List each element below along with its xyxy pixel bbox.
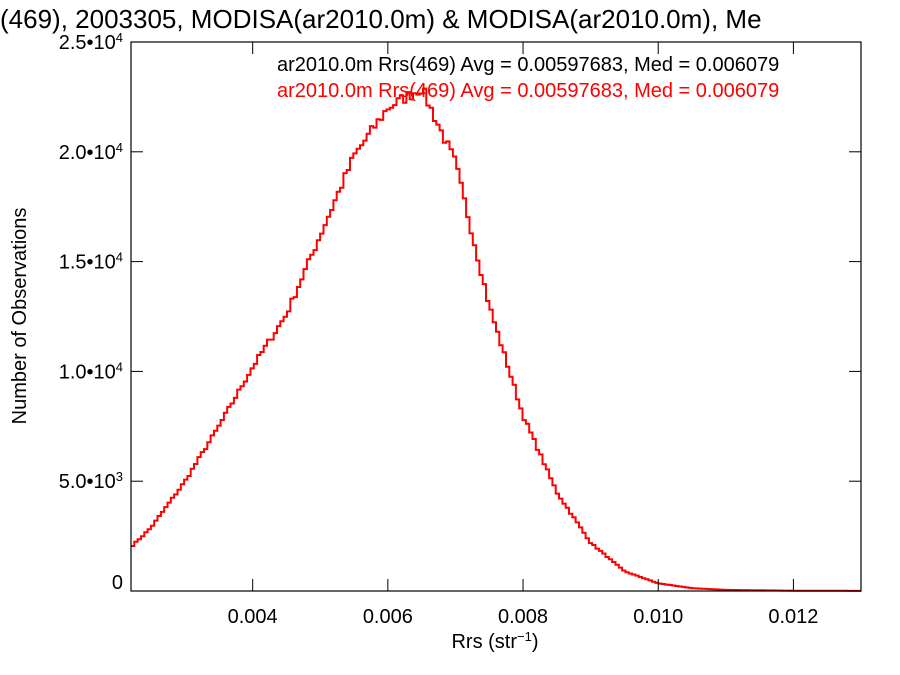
- plot-frame: [130, 41, 862, 592]
- chart-title: (469), 2003305, MODISA(ar2010.0m) & MODI…: [0, 4, 762, 34]
- y-tick-label: 5.0•103: [59, 469, 123, 494]
- series-line: [131, 87, 861, 592]
- y-tick-label: 1.5•104: [59, 249, 123, 274]
- y-tick-label: 2.5•104: [59, 30, 123, 55]
- x-axis-label: Rrs (str−1): [451, 629, 538, 654]
- stats-annotation-red: ar2010.0m Rrs(469) Avg = 0.00597683, Med…: [277, 80, 779, 102]
- x-tick-label: 0.008: [498, 606, 548, 628]
- y-tick-label: 2.0•104: [59, 139, 123, 164]
- x-axis-ticks: 0.004 0.006 0.008 0.010 0.012: [228, 42, 818, 628]
- stats-annotation-black: ar2010.0m Rrs(469) Avg = 0.00597683, Med…: [277, 54, 779, 76]
- y-axis-ticks: 0 5.0•103 1.0•104 1.5•104 2.0•104 2.5•104: [59, 30, 861, 594]
- y-tick-label: 0: [112, 572, 123, 594]
- x-tick-label: 0.006: [363, 606, 413, 628]
- y-axis-label: Number of Observations: [9, 208, 31, 425]
- y-tick-label: 1.0•104: [59, 359, 123, 384]
- x-tick-label: 0.012: [768, 606, 818, 628]
- x-tick-label: 0.004: [228, 606, 278, 628]
- x-tick-label: 0.010: [633, 606, 683, 628]
